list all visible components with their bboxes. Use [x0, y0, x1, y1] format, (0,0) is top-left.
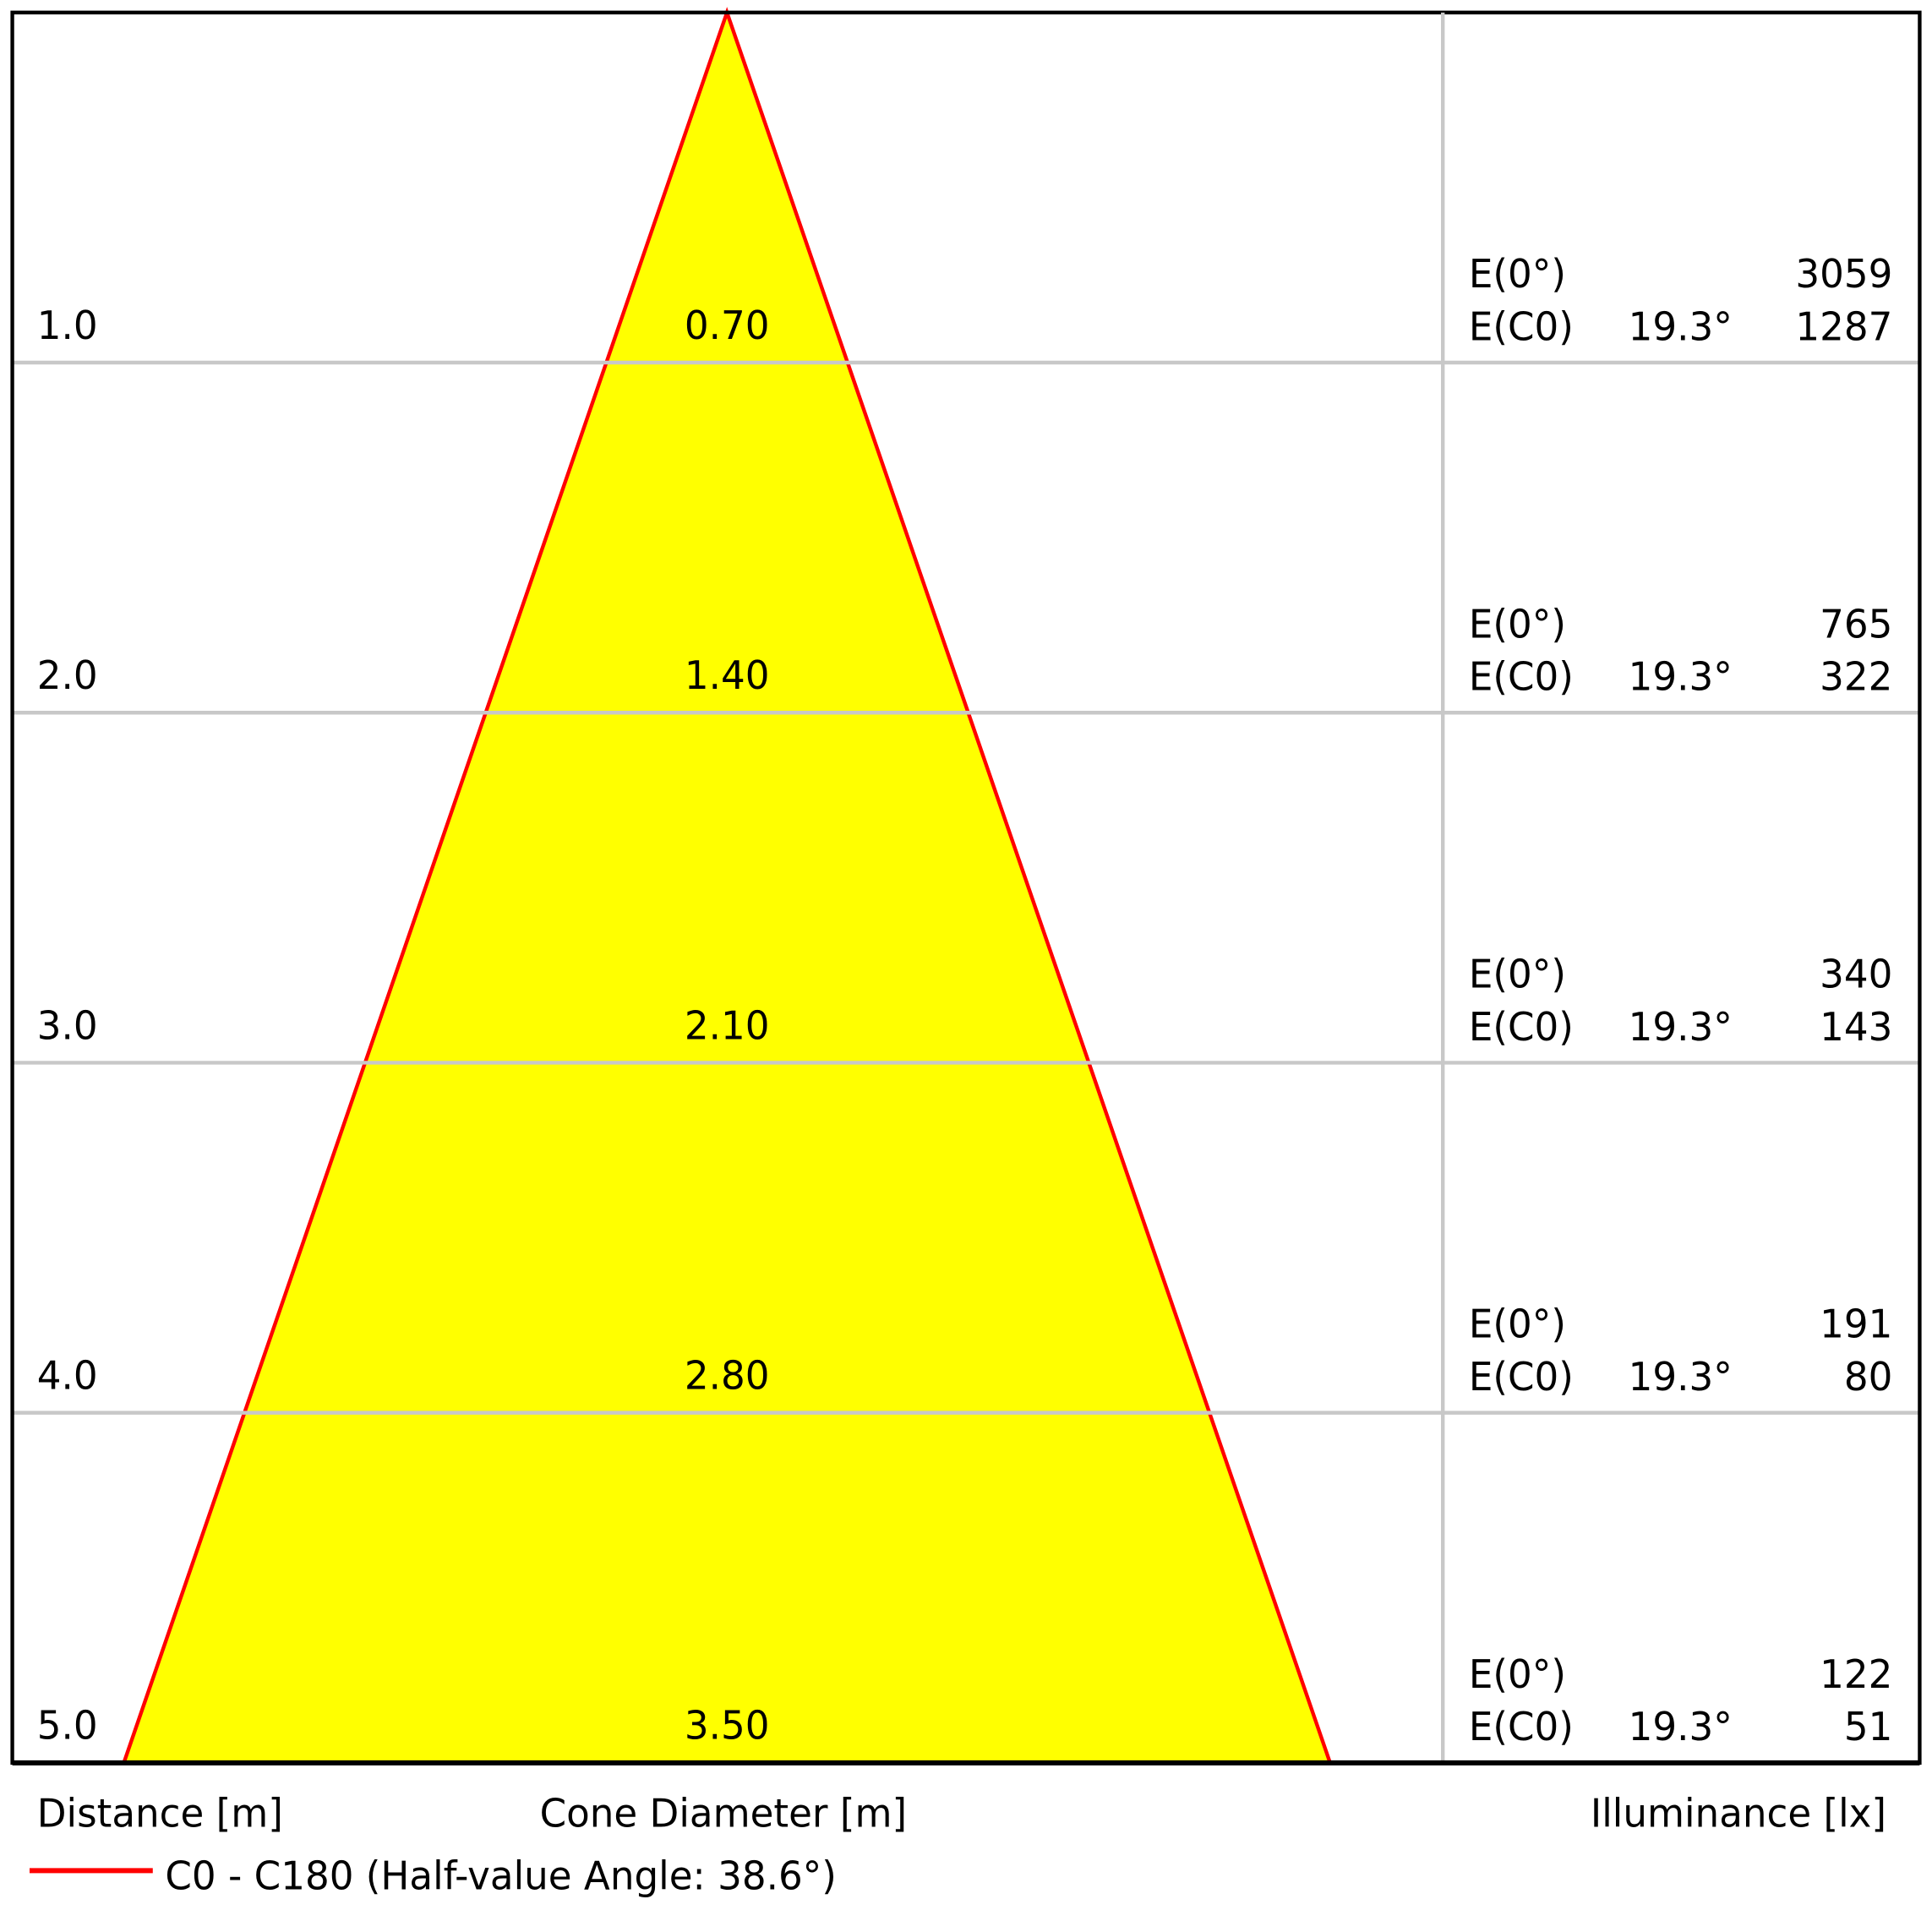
e0-value: 122: [1820, 1652, 1892, 1697]
e0-value: 765: [1820, 602, 1892, 647]
distance-tick-label: 2.0: [37, 653, 98, 698]
ec0-value: 1287: [1795, 304, 1892, 349]
e0-value: 191: [1820, 1302, 1892, 1346]
diameter-label: 2.80: [685, 1353, 770, 1398]
x-label-cone-diameter: Cone Diameter [m]: [540, 1791, 908, 1836]
e0-label: E(0°): [1469, 252, 1566, 297]
distance-tick-label: 3.0: [37, 1003, 98, 1048]
ec0-label: E(C0): [1469, 1355, 1574, 1400]
ec0-value: 80: [1844, 1355, 1892, 1400]
ec0-value: 51: [1844, 1705, 1892, 1749]
ec0-angle: 19.3°: [1629, 304, 1733, 349]
legend-label: C0 - C180 (Half-value Angle: 38.6°): [165, 1853, 837, 1898]
e0-label: E(0°): [1469, 1652, 1566, 1697]
e0-label: E(0°): [1469, 602, 1566, 647]
ec0-label: E(C0): [1469, 1004, 1574, 1049]
ec0-angle: 19.3°: [1629, 1004, 1733, 1049]
distance-tick-label: 5.0: [37, 1703, 98, 1748]
ec0-label: E(C0): [1469, 304, 1574, 349]
x-label-illuminance: Illuminance [lx]: [1591, 1791, 1886, 1836]
ec0-value: 322: [1820, 654, 1892, 699]
diameter-label: 3.50: [685, 1703, 770, 1748]
e0-label: E(0°): [1469, 1302, 1566, 1346]
e0-label: E(0°): [1469, 952, 1566, 996]
diameter-label: 1.40: [685, 653, 770, 698]
ec0-value: 143: [1820, 1004, 1892, 1049]
ec0-label: E(C0): [1469, 654, 1574, 699]
x-label-distance: Distance [m]: [37, 1791, 283, 1836]
ec0-angle: 19.3°: [1629, 1705, 1733, 1749]
distance-tick-label: 1.0: [37, 303, 98, 348]
ec0-angle: 19.3°: [1629, 1355, 1733, 1400]
distance-tick-label: 4.0: [37, 1353, 98, 1398]
cone-area: [121, 7, 1333, 1766]
diameter-label: 0.70: [685, 303, 770, 348]
diameter-label: 2.10: [685, 1003, 770, 1048]
ec0-angle: 19.3°: [1629, 654, 1733, 699]
ec0-label: E(C0): [1469, 1705, 1574, 1749]
e0-value: 340: [1820, 952, 1892, 996]
e0-value: 3059: [1795, 252, 1892, 297]
